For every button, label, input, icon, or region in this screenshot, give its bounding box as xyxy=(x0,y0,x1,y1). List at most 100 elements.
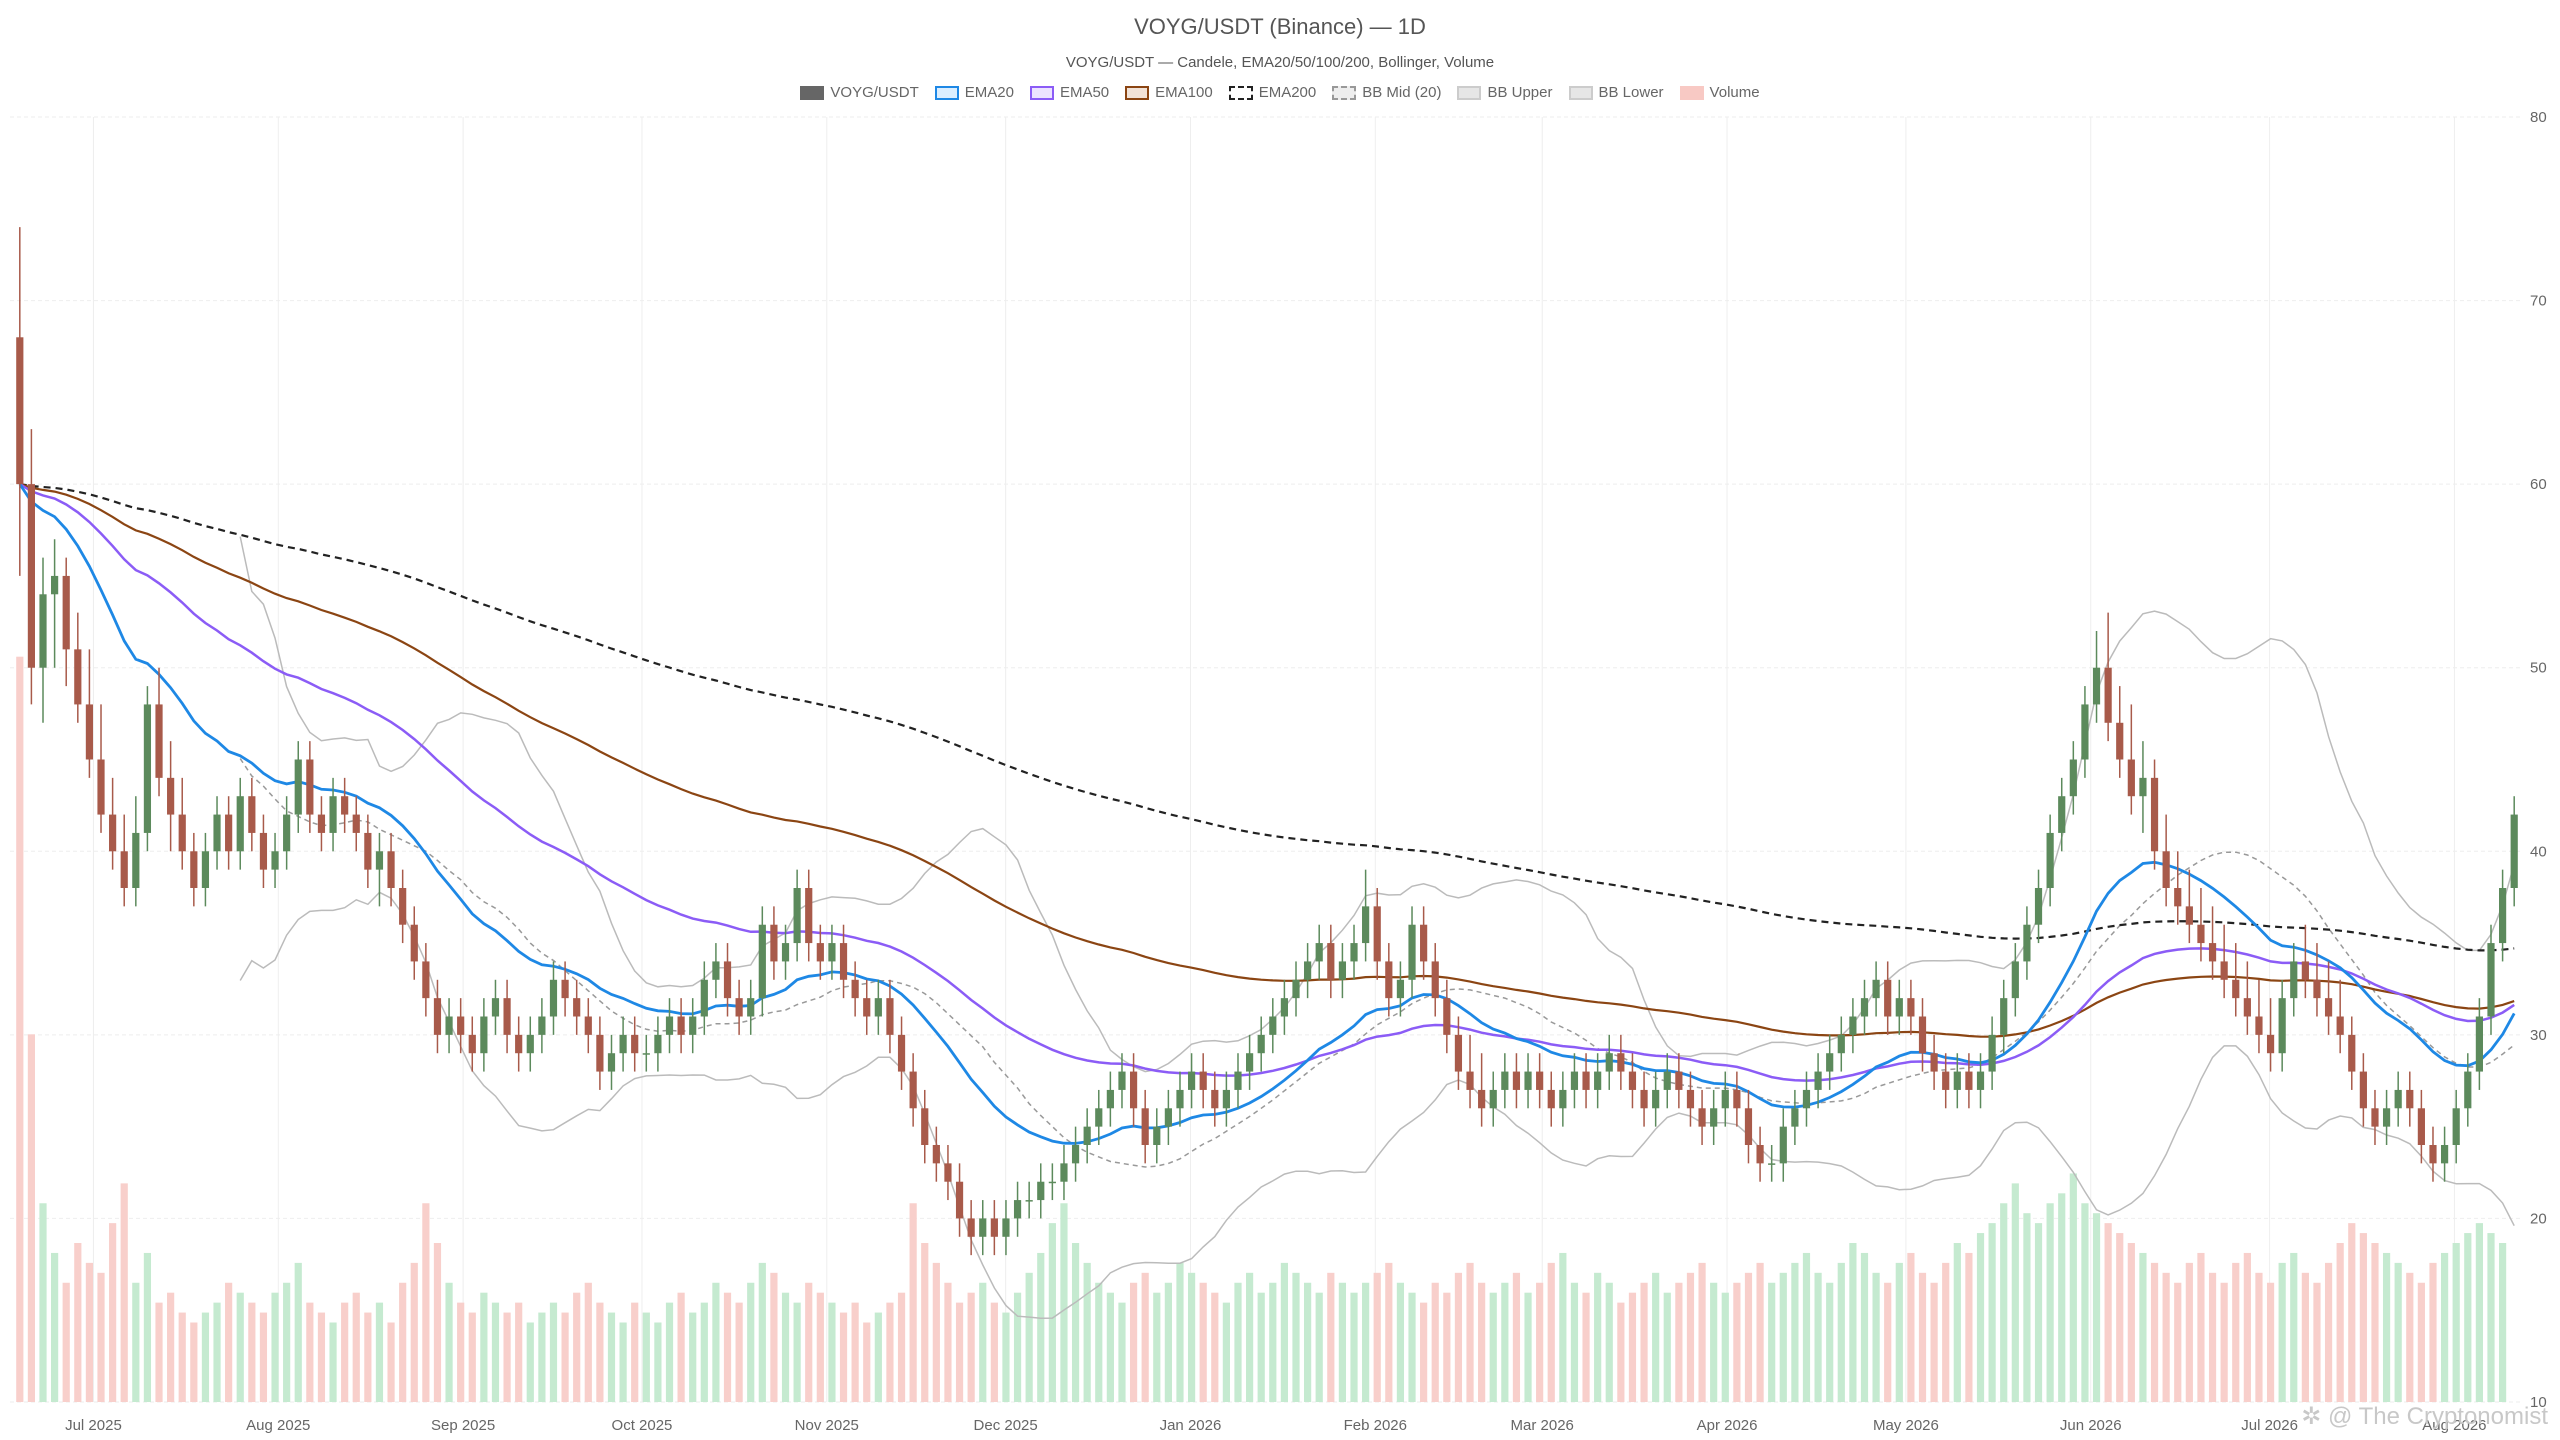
y-tick-label: 40 xyxy=(2530,843,2547,860)
candle-body xyxy=(1536,1071,1544,1090)
candle-body xyxy=(1362,906,1370,944)
volume-bar xyxy=(1431,1282,1439,1402)
candle-body xyxy=(1373,906,1381,962)
volume-bar xyxy=(1512,1272,1521,1402)
candle-body xyxy=(596,1034,604,1072)
candle-body xyxy=(2440,1145,2449,1164)
volume-bar xyxy=(2220,1282,2228,1402)
candle-body xyxy=(1304,961,1312,980)
volume-bar xyxy=(2371,1243,2379,1402)
volume-bar xyxy=(990,1302,998,1402)
candle-body xyxy=(1884,979,1892,1017)
candle-body xyxy=(1559,1089,1567,1109)
candle-body xyxy=(932,1145,940,1164)
candle-body xyxy=(2058,796,2066,833)
candle-body xyxy=(874,998,882,1017)
candle-body xyxy=(1141,1108,1149,1145)
volume-bar xyxy=(549,1302,558,1402)
legend-item-bb-upper[interactable]: BB Upper xyxy=(1457,84,1553,101)
y-tick-label: 20 xyxy=(2530,1210,2547,1227)
candle-body xyxy=(979,1218,987,1237)
volume-bar xyxy=(2394,1262,2402,1402)
legend-item-volume[interactable]: Volume xyxy=(1679,84,1760,101)
volume-bar xyxy=(1501,1282,1509,1402)
candle-body xyxy=(2104,667,2112,723)
candle-body xyxy=(410,924,418,962)
candle-body xyxy=(1083,1126,1091,1145)
volume-bar xyxy=(747,1282,755,1402)
candle-body xyxy=(712,961,720,980)
candle-body xyxy=(1118,1071,1126,1090)
volume-bar xyxy=(2475,1223,2483,1402)
volume-bar xyxy=(422,1203,430,1402)
candle-body xyxy=(468,1034,476,1054)
candle-body xyxy=(364,832,372,870)
ema50-line xyxy=(19,483,2515,1082)
x-tick-label: Feb 2026 xyxy=(1344,1417,1407,1434)
candle-body xyxy=(2174,888,2182,907)
legend-item-ema20[interactable]: EMA20 xyxy=(934,84,1014,101)
legend-item-bb-lower[interactable]: BB Lower xyxy=(1568,84,1664,101)
candle-body xyxy=(747,998,755,1017)
legend-label: EMA200 xyxy=(1258,84,1317,101)
volume-bar xyxy=(1918,1272,1927,1402)
volume-bar xyxy=(39,1203,47,1402)
candle-body xyxy=(1710,1108,1718,1127)
candle-body xyxy=(2382,1108,2391,1127)
candle-body xyxy=(2000,998,2008,1035)
candle-body xyxy=(1779,1126,1787,1164)
candle-body xyxy=(1431,961,1439,999)
candle-body xyxy=(1918,1016,1927,1054)
volume-bar xyxy=(468,1312,476,1402)
candle-body xyxy=(1269,1016,1277,1035)
volume-bar xyxy=(1594,1272,1602,1402)
legend-item-ema50[interactable]: EMA50 xyxy=(1029,84,1109,101)
legend-item-voyg-usdt[interactable]: VOYG/USDT xyxy=(800,84,919,101)
volume-bar xyxy=(2011,1183,2019,1402)
candle-body xyxy=(2394,1089,2402,1109)
x-tick-label: Aug 2026 xyxy=(2422,1417,2486,1434)
candle-body xyxy=(178,814,186,852)
legend-item-ema100[interactable]: EMA100 xyxy=(1125,84,1213,101)
volume-bar xyxy=(457,1302,465,1402)
volume-bar xyxy=(16,656,24,1402)
candle-body xyxy=(573,998,581,1017)
volume-bar xyxy=(201,1312,210,1402)
ema100-line xyxy=(19,483,2515,1038)
candle-body xyxy=(1176,1089,1184,1109)
volume-bar xyxy=(689,1312,697,1402)
candle-body xyxy=(51,575,59,595)
volume-bar xyxy=(1779,1272,1787,1402)
volume-bar xyxy=(1292,1272,1300,1402)
volume-bar xyxy=(967,1292,975,1402)
candle-body xyxy=(1814,1071,1822,1090)
volume-bar xyxy=(1826,1282,1834,1402)
volume-bar xyxy=(2266,1282,2275,1402)
volume-bar xyxy=(1234,1282,1242,1402)
candle-body xyxy=(921,1108,929,1145)
candle-body xyxy=(213,814,221,852)
candle-body xyxy=(1698,1108,1706,1127)
candle-body xyxy=(1222,1089,1230,1109)
candle-body xyxy=(863,998,871,1017)
candle-body xyxy=(1675,1071,1683,1090)
volume-bar xyxy=(1129,1282,1138,1402)
candle-body xyxy=(2255,1016,2263,1035)
volume-bar xyxy=(584,1282,592,1402)
volume-bar xyxy=(1849,1243,1857,1402)
legend-item-bb-mid-20-[interactable]: BB Mid (20) xyxy=(1332,84,1441,101)
candle-body xyxy=(97,759,105,815)
candle-body xyxy=(1652,1089,1660,1109)
volume-bar xyxy=(1872,1272,1880,1402)
volume-bar xyxy=(1768,1282,1776,1402)
legend-item-ema200[interactable]: EMA200 xyxy=(1228,84,1317,101)
candle-body xyxy=(1489,1089,1497,1109)
candle-body xyxy=(735,998,743,1017)
candle-body xyxy=(2023,924,2031,962)
candle-body xyxy=(1512,1071,1521,1090)
volume-bar xyxy=(1582,1292,1590,1402)
legend-swatch xyxy=(1332,85,1357,100)
candle-body xyxy=(2406,1089,2414,1109)
volume-bar xyxy=(955,1302,964,1402)
candle-body xyxy=(352,814,360,833)
